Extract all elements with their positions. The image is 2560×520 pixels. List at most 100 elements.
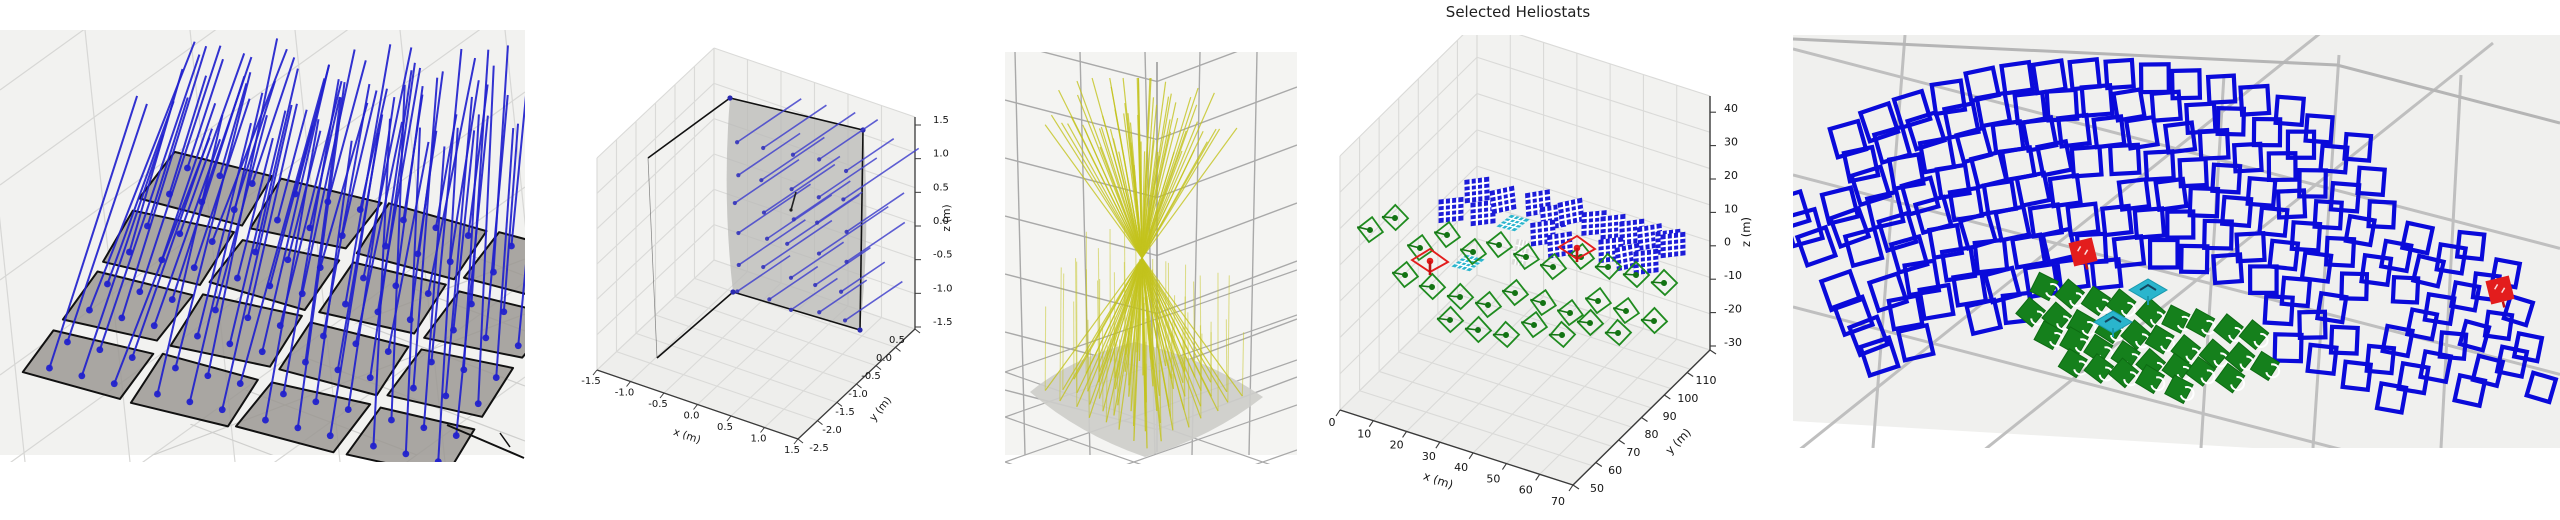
selected-heliostat-marker (2083, 333, 2114, 365)
heliostat-marker (2318, 143, 2350, 175)
heliostat-marker (2314, 290, 2349, 325)
x-axis-ticklabels: -1.5 -1.0 -0.5 0.0 0.5 1.0 1.5 (581, 376, 800, 456)
heliostat-marker (2339, 271, 2370, 302)
svg-text:0.5: 0.5 (933, 182, 949, 193)
heliostat-marker (1831, 294, 1876, 338)
heliostat-marker (2257, 205, 2290, 238)
heliostat-marker (2272, 332, 2304, 364)
heliostat-marker (2399, 220, 2436, 256)
figure-title: Selected Heliostats (1445, 3, 1591, 21)
aimpoint-heliostats-group (1410, 234, 1597, 275)
red-heliostat-marker (2068, 237, 2098, 270)
heliostat-marker (1934, 162, 1972, 200)
svg-text:1.0: 1.0 (751, 434, 767, 445)
selected-heliostat-marker (2249, 350, 2281, 382)
svg-text:-10: -10 (1724, 269, 1742, 282)
svg-text:70: 70 (1551, 495, 1565, 508)
heliostat-marker (2079, 82, 2115, 118)
heliostat-marker (1842, 226, 1885, 269)
normal-vectors (46, 38, 525, 462)
svg-text:0: 0 (1724, 236, 1731, 249)
heliostat-marker (2312, 198, 2344, 231)
facet-normals-svg (0, 30, 525, 462)
svg-text:0.0: 0.0 (876, 353, 892, 364)
heliostat-marker (2340, 359, 2374, 393)
selected-heliostat-marker (1474, 290, 1503, 319)
svg-text:10: 10 (1357, 427, 1371, 440)
heliostat-marker (1886, 151, 1926, 192)
selected-heliostat-marker (1485, 230, 1514, 259)
heliostat-marker (2285, 129, 2317, 160)
z-axis-ticklabels: 40 30 20 10 0 -10 -20 -30 (1724, 102, 1742, 349)
svg-text:y (m): y (m) (1662, 425, 1693, 457)
svg-text:0: 0 (1329, 416, 1336, 429)
heliostat-marker (2211, 252, 2245, 286)
cyan-heliostat-marker (2093, 310, 2133, 337)
selected-heliostat-marker (1520, 310, 1549, 339)
heliostat-marker (2297, 309, 2328, 340)
svg-text:-1.5: -1.5 (933, 317, 953, 328)
svg-text:0.0: 0.0 (933, 216, 949, 227)
svg-text:-2.0: -2.0 (822, 425, 842, 436)
heliostat-marker (1489, 185, 1517, 215)
heliostat-marker (2143, 149, 2176, 182)
axis-spines (592, 117, 921, 445)
axis-spines (1335, 96, 1717, 492)
selected-heliostat-marker (1492, 320, 1521, 349)
selected-heliostat-marker (1418, 272, 1447, 301)
selected-heliostat-marker (2213, 313, 2244, 345)
heliostat-marker (1999, 59, 2036, 96)
heliostat-marker (2448, 280, 2482, 313)
panel-heliostat-quiver: -1.5 -1.0 -0.5 0.0 0.5 1.0 1.5 x (m) 0.5 0.0 -0.5-… (545, 42, 1015, 520)
heliostat-marker (2147, 237, 2180, 270)
heliostat-marker (1819, 185, 1861, 227)
svg-text:1.5: 1.5 (933, 115, 949, 126)
heliostat-marker (2273, 94, 2306, 128)
heliostat-marker (2355, 165, 2387, 198)
svg-text:110: 110 (1696, 374, 1717, 387)
heliostat-marker (1891, 88, 1933, 130)
heliostat-marker (2390, 275, 2421, 305)
svg-text:40: 40 (1724, 102, 1738, 115)
selected-heliostat-marker (2214, 362, 2246, 394)
heliostat-marker (2266, 151, 2298, 183)
heliostat-quiver-svg: -1.5-1.0-0.50.00.51.01.5x (m)0.50.0-0.5-… (581, 47, 953, 456)
heliostat-marker (2103, 57, 2136, 91)
red-heliostat-marker (2485, 275, 2515, 308)
heliostat-marker (2374, 380, 2409, 415)
selected-heliostat-marker (1433, 220, 1462, 249)
selected-heliostat-marker (1459, 237, 1488, 266)
selected-heliostat-marker (2083, 353, 2115, 384)
heliostat-marker (2323, 235, 2357, 268)
selected-heliostat-marker (1622, 260, 1651, 289)
heliostat-marker (2289, 220, 2323, 253)
wireframe-box (647, 95, 866, 359)
heliostat-marker (2524, 370, 2559, 405)
selected-heliostat-marker (1529, 288, 1558, 317)
selected-heliostat-marker (2185, 307, 2216, 338)
selected-heliostat-marker (2134, 363, 2166, 395)
svg-text:-0.5: -0.5 (861, 371, 881, 382)
heliostat-plane (726, 98, 867, 330)
heliostat-marker (2343, 213, 2377, 248)
heliostat-marker (1496, 214, 1530, 232)
selected-heliostat-marker (2015, 296, 2047, 328)
heliostat-marker (1895, 322, 1936, 363)
svg-text:10: 10 (1724, 202, 1738, 215)
svg-text:z (m): z (m) (1739, 217, 1753, 247)
heliostat-marker (1794, 224, 1839, 268)
heliostat-marker (1848, 164, 1893, 208)
selected-heliostat-marker (1612, 296, 1641, 325)
heliostat-marker (2014, 170, 2052, 209)
field-heliostats-group (1438, 176, 1686, 276)
heliostat-marker (2107, 142, 2142, 177)
cyan-heliostats-group (2093, 278, 2168, 337)
svg-text:30: 30 (1422, 450, 1436, 463)
heliostat-marker (1470, 199, 1496, 227)
heliostat-marker (2328, 324, 2360, 356)
heliostat-marker (2215, 106, 2247, 137)
heliostat-marker (2179, 243, 2210, 275)
svg-text:y (m): y (m) (867, 394, 894, 423)
heliostat-marker (1972, 237, 2010, 275)
svg-text:-1.5: -1.5 (835, 407, 855, 418)
